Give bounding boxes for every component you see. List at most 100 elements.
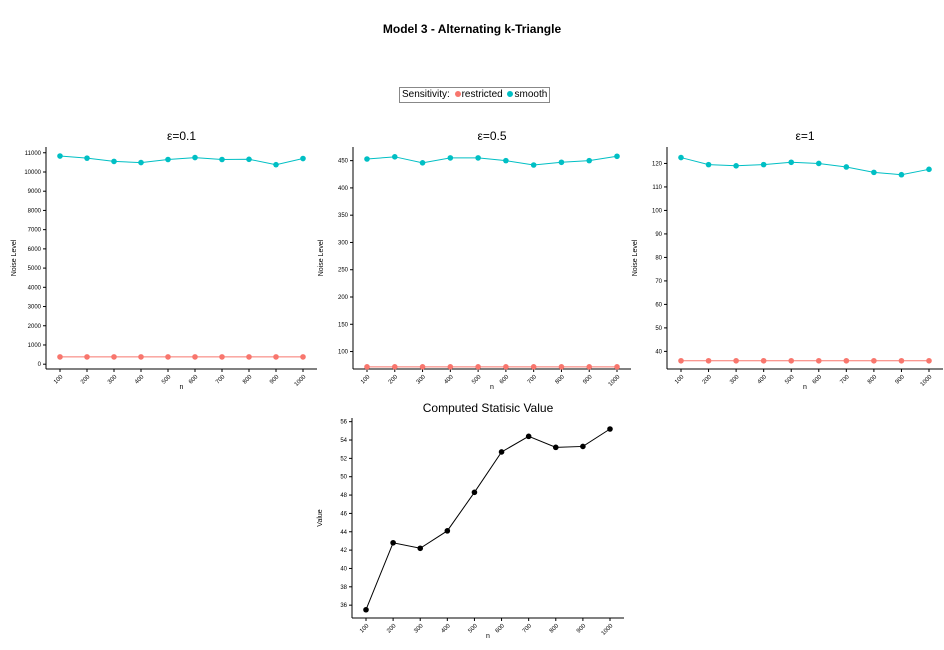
x-tick-label: 200 (388, 374, 400, 386)
x-tick-label: 600 (188, 374, 200, 386)
data-point-smooth (815, 160, 822, 167)
y-tick-label: 9000 (28, 189, 42, 195)
data-point-smooth (871, 169, 877, 176)
data-point-restricted (898, 357, 905, 364)
data-point-restricted (57, 354, 63, 360)
x-axis-label: n (803, 384, 807, 391)
data-point-smooth (705, 161, 712, 168)
data-point-smooth (192, 154, 198, 161)
x-tick-label: 500 (468, 623, 480, 635)
x-tick-label: 300 (107, 374, 119, 386)
x-axis-label: n (486, 633, 490, 640)
data-point-restricted (84, 354, 90, 360)
data-point-restricted (192, 354, 198, 360)
legend: Sensitivity: restricted smooth (399, 87, 551, 103)
data-point-restricted (219, 354, 225, 360)
y-tick-label: 2000 (28, 324, 42, 330)
data-point-restricted (843, 357, 850, 364)
y-tick-label: 60 (655, 302, 662, 308)
data-point-value (525, 433, 532, 440)
data-point-smooth (614, 153, 620, 160)
data-point-smooth (273, 161, 279, 168)
data-point-value (607, 426, 613, 432)
data-point-smooth (138, 159, 144, 166)
x-tick-label: 800 (549, 623, 561, 635)
x-tick-label: 700 (527, 374, 539, 386)
data-point-smooth (219, 156, 225, 163)
data-point-smooth (300, 155, 306, 162)
data-point-value (363, 606, 369, 613)
x-tick-label: 100 (359, 623, 371, 635)
figure-title: Model 3 - Alternating k-Triangle (382, 22, 562, 36)
y-tick-label: 90 (655, 232, 662, 238)
data-point-restricted (503, 364, 509, 370)
x-tick-label: 800 (555, 374, 567, 386)
legend-key-restricted (454, 91, 461, 97)
data-point-smooth (926, 166, 932, 173)
data-point-restricted (815, 357, 822, 364)
y-tick-label: 80 (655, 255, 662, 261)
data-point-restricted (447, 364, 454, 370)
data-point-value (390, 539, 396, 546)
chart-panel-eps-0-1: ε=0.1 0 1000 2000 3000 4000 5000 6000 7000 8000 90… (11, 129, 317, 391)
data-point-smooth (364, 156, 370, 162)
x-tick-label: 1000 (294, 374, 308, 388)
data-point-smooth (843, 164, 850, 170)
y-tick-label: 36 (340, 603, 347, 609)
y-tick-label: 46 (340, 511, 347, 517)
data-point-smooth (111, 158, 117, 165)
y-tick-label: 7000 (28, 228, 42, 234)
y-tick-label: 5000 (28, 266, 42, 272)
x-tick-label: 600 (812, 374, 824, 386)
data-point-restricted (586, 364, 593, 370)
x-tick-label: 400 (443, 374, 455, 386)
y-axis-label: Noise Level (632, 239, 639, 276)
y-tick-label: 50 (655, 326, 662, 332)
y-tick-label: 300 (338, 240, 349, 246)
data-point-value (417, 545, 424, 552)
y-tick-label: 44 (340, 530, 347, 536)
x-tick-label: 600 (495, 623, 507, 635)
x-tick-label: 200 (702, 374, 714, 386)
legend-key-smooth (507, 91, 514, 97)
data-point-restricted (530, 364, 537, 370)
x-tick-label: 900 (269, 374, 281, 386)
series-line-smooth (59, 155, 304, 166)
y-tick-label: 120 (652, 161, 663, 167)
data-point-restricted (733, 357, 739, 364)
x-tick-label: 600 (499, 374, 511, 386)
data-point-restricted (760, 357, 767, 364)
data-point-smooth (84, 155, 90, 161)
y-tick-label: 52 (340, 456, 347, 462)
y-tick-label: 10000 (24, 170, 41, 176)
data-point-restricted (475, 364, 481, 370)
data-point-restricted (871, 357, 877, 364)
series-line-smooth (366, 155, 618, 166)
panel-title: ε=1 (795, 129, 814, 143)
x-tick-label: 800 (867, 374, 879, 386)
y-tick-label: 400 (338, 186, 349, 192)
x-tick-label: 300 (413, 623, 425, 635)
x-tick-label: 200 (80, 374, 92, 386)
data-point-restricted (705, 357, 712, 364)
x-tick-label: 900 (582, 374, 594, 386)
y-tick-label: 1000 (28, 343, 42, 349)
panel-title: ε=0.1 (167, 129, 196, 143)
data-point-smooth (530, 162, 537, 168)
x-tick-label: 400 (134, 374, 146, 386)
series-line-smooth (680, 157, 930, 176)
data-point-smooth (503, 157, 509, 164)
x-tick-label: 400 (757, 374, 769, 386)
y-tick-label: 150 (338, 322, 349, 328)
x-tick-label: 1000 (608, 374, 622, 388)
data-point-restricted (558, 364, 565, 370)
data-point-restricted (273, 354, 279, 360)
chart-panel-eps-0-5: ε=0.5 100 150 200 250 300 350 400 450 100 200 300 40… (318, 129, 631, 391)
panel-title: Computed Statisic Value (423, 401, 554, 415)
data-point-smooth (165, 156, 171, 163)
y-tick-label: 3000 (28, 305, 42, 311)
data-point-restricted (614, 364, 620, 370)
x-tick-label: 300 (729, 374, 741, 386)
x-tick-label: 900 (895, 374, 907, 386)
x-tick-label: 900 (576, 623, 588, 635)
